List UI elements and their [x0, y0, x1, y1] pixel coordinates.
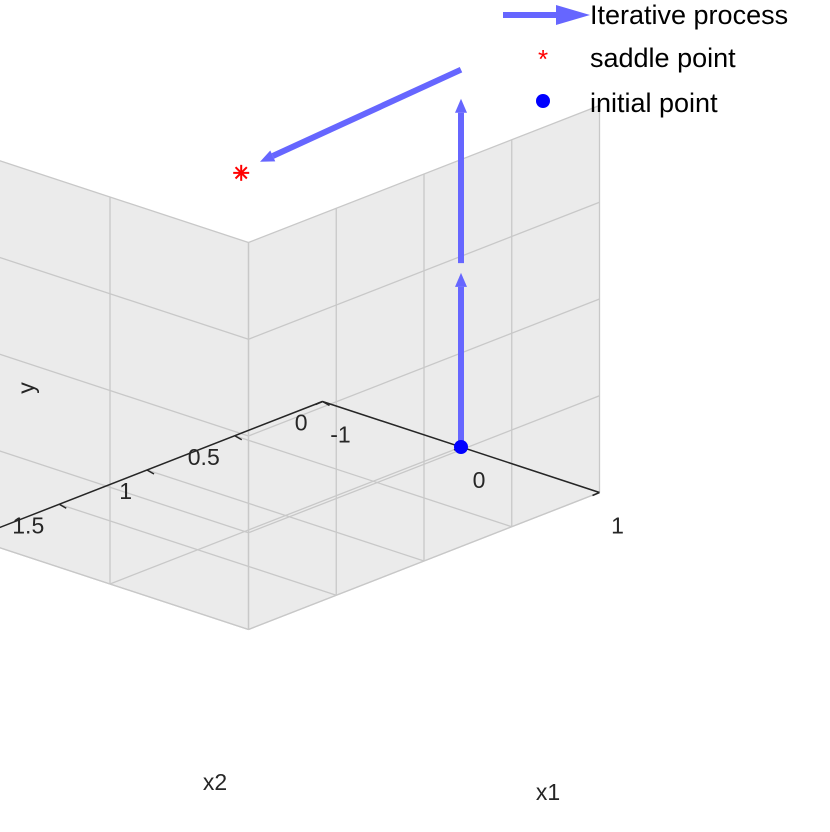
- x1-tick-mark: [592, 491, 600, 497]
- legend-initial-marker: [536, 94, 550, 108]
- iteration-arrow-head: [455, 98, 467, 113]
- x2-axis-label: x2: [203, 769, 227, 795]
- legend-arrow-head: [556, 5, 590, 25]
- grid-back-y: [0, 450, 249, 534]
- legend: Iterative process * saddle point initial…: [503, 0, 788, 118]
- grid-side-y: [248, 104, 600, 244]
- grid-side-y: [248, 298, 600, 437]
- saddle-point-marker: [233, 164, 250, 181]
- x2-tick-mark: [58, 503, 67, 509]
- x2-tick-label: 0.5: [188, 444, 220, 470]
- x2-tick-label: 1: [119, 478, 132, 504]
- grid-floor-x2: [146, 469, 425, 562]
- x1-tick-mark: [315, 400, 323, 406]
- legend-iterative-process: Iterative process: [590, 0, 788, 30]
- data-series: [233, 66, 468, 454]
- saddle-point-stroke: [234, 166, 248, 180]
- axes-panes: [0, 105, 600, 630]
- legend-initial-point: initial point: [590, 88, 718, 118]
- y-axis-label: y: [13, 382, 39, 394]
- grid-back-y: [0, 353, 249, 437]
- x2-tick-label: 0: [295, 410, 308, 436]
- x2-tick-mark: [146, 469, 155, 475]
- iteration-arrow-head: [455, 272, 467, 287]
- x1-tick-label: -1: [330, 422, 350, 448]
- grid-floor-x2: [59, 503, 337, 596]
- x2-tick-label: 1.5: [12, 512, 44, 538]
- grid-side-y: [248, 395, 600, 534]
- iteration-arrow-head: [260, 150, 276, 162]
- grid-back-y: [0, 160, 249, 244]
- grid-side-y: [248, 491, 600, 631]
- initial-point-marker: [454, 440, 468, 454]
- x1-tick-label: 0: [473, 467, 486, 493]
- grid-side-y: [248, 201, 600, 340]
- x2-tick-mark: [322, 400, 330, 407]
- grid-floor-x2: [234, 435, 512, 528]
- grid-back-y: [0, 256, 249, 340]
- legend-saddle-marker: *: [538, 44, 548, 74]
- x2-tick-mark: [234, 435, 243, 441]
- x1-tick-label: 1: [611, 513, 624, 539]
- legend-saddle-point: saddle point: [590, 43, 736, 73]
- x1-axis-label: x1: [536, 779, 560, 805]
- iteration-arrow-line: [271, 66, 463, 159]
- grid-back-y: [0, 547, 249, 631]
